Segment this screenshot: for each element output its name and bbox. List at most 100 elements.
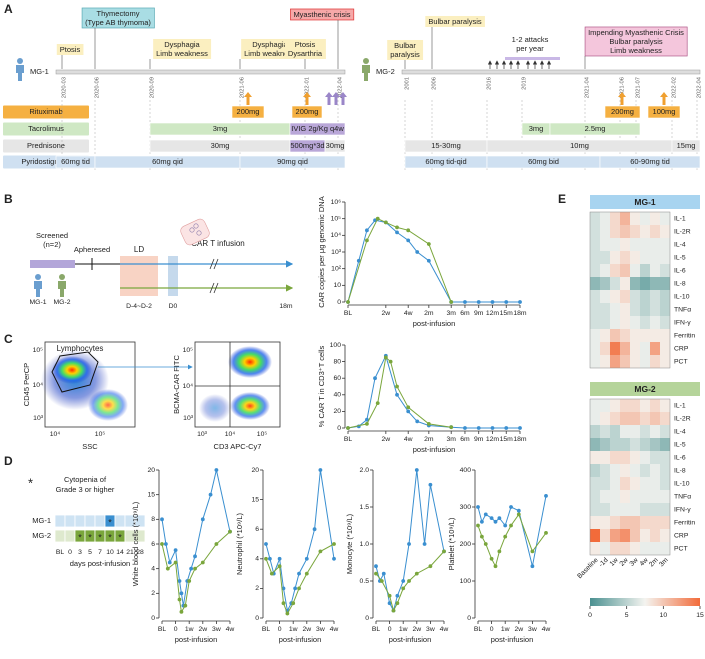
- colorbar-label: 10: [660, 612, 668, 619]
- regimen-bar: [239, 155, 346, 169]
- x-tick-label: 4w: [226, 626, 235, 633]
- data-point: [264, 542, 268, 546]
- column-label: BL: [56, 549, 65, 556]
- heat-cell: [630, 290, 640, 303]
- column-label: 1w: [609, 557, 620, 568]
- data-point: [293, 586, 298, 591]
- series-line: [161, 469, 231, 606]
- heat-cell: [650, 277, 660, 290]
- event-text: Myasthenic crisis: [293, 10, 350, 19]
- data-point: [395, 384, 399, 389]
- heat-cell: [610, 342, 620, 355]
- row-label: CRP: [674, 345, 689, 352]
- data-point: [365, 421, 369, 426]
- heat-cell: [650, 412, 660, 425]
- heat-cell: [640, 303, 650, 316]
- heat-cell: [630, 303, 640, 316]
- data-point: [304, 556, 309, 561]
- regimen-bar: [604, 105, 641, 119]
- heat-cell: [630, 425, 640, 438]
- y-tick-label: 200: [460, 541, 472, 548]
- row-label: IL-10: [674, 480, 690, 487]
- x-tick-label: 3m: [446, 436, 456, 443]
- row-label: IL-5: [674, 441, 686, 448]
- heat-cell: [610, 251, 620, 264]
- event-text: (Type AB thymoma): [85, 18, 151, 27]
- y-tick-label: 0: [365, 615, 369, 622]
- heat-cell: [600, 342, 610, 355]
- heat-cell: [620, 490, 630, 503]
- heat-cell: [610, 490, 620, 503]
- heat-cell: [590, 212, 600, 225]
- event-box: [153, 38, 212, 59]
- column-label: 5: [88, 549, 92, 556]
- heat-cell: [640, 438, 650, 451]
- x-tick-label: 4w: [440, 626, 449, 633]
- row-label: IL-10: [674, 293, 690, 300]
- heat-cell: [660, 451, 670, 464]
- x-tick-label: 2w: [514, 626, 523, 633]
- x-tick-label: 4w: [404, 436, 413, 443]
- event-text: Bulbar: [394, 41, 416, 50]
- heat-cell: [600, 464, 610, 477]
- regimen-bar: [549, 122, 641, 136]
- regimen-label: 3mg: [213, 124, 228, 133]
- data-point: [406, 238, 411, 243]
- data-point: [483, 542, 488, 546]
- x-tick-label: 2m: [424, 436, 434, 443]
- ld-box: [120, 256, 158, 296]
- heatmap-title: MG-2: [634, 384, 656, 394]
- row-label: MG-2: [32, 531, 51, 540]
- y-tick-label: 10³: [331, 249, 342, 256]
- data-point: [493, 519, 498, 524]
- data-point: [426, 242, 431, 246]
- data-point: [414, 571, 419, 576]
- schematic-text: D0: [169, 303, 178, 310]
- row-label: IL-4: [674, 241, 686, 248]
- row-label: MG-1: [32, 516, 51, 525]
- data-point: [401, 586, 406, 591]
- axis-break: [209, 282, 215, 294]
- heat-cell: [600, 303, 610, 316]
- heat-cell: [660, 290, 670, 303]
- heat-cell: [660, 516, 670, 529]
- heat-cell: [610, 516, 620, 529]
- heat-cell: [590, 438, 600, 451]
- heat-cell: [620, 542, 630, 555]
- heat-cell: [600, 264, 610, 277]
- cytopenia-mark: *: [108, 517, 112, 527]
- y-tick-label: 0: [255, 615, 259, 622]
- dose-arrow: [660, 92, 668, 97]
- data-point: [426, 258, 431, 263]
- event-box: [290, 8, 355, 21]
- data-point: [297, 571, 301, 576]
- regimen-label: 60mg qid: [152, 157, 183, 166]
- heat-cell: [600, 399, 610, 412]
- data-point: [406, 228, 411, 233]
- row-label: IFN-γ: [674, 319, 691, 326]
- cytopenia-mark: *: [118, 532, 122, 542]
- data-point: [428, 482, 433, 487]
- heat-cell: [650, 355, 660, 368]
- axis-label: White blood cells (*10⁹/L): [131, 501, 140, 586]
- dose-arrow: [341, 97, 345, 105]
- date-label: 2020-03: [62, 77, 68, 98]
- timeline-axis: [401, 69, 701, 75]
- data-point: [214, 468, 219, 472]
- row-label: IL-4: [674, 428, 686, 435]
- y-tick-label: 10²: [331, 265, 342, 272]
- heat-cell: [620, 342, 630, 355]
- data-point: [544, 494, 548, 498]
- column-label: 4w: [639, 557, 650, 568]
- event-text: Thymectomy: [97, 9, 140, 18]
- data-point: [285, 611, 290, 616]
- date-label: 2021-06: [620, 77, 626, 98]
- colorbar-label: 15: [696, 612, 704, 619]
- axis-label: post-infusion: [175, 635, 218, 644]
- heat-cell: [650, 329, 660, 342]
- heat-cell: [590, 464, 600, 477]
- y-tick-label: 20: [147, 467, 155, 474]
- heat-cell: [640, 399, 650, 412]
